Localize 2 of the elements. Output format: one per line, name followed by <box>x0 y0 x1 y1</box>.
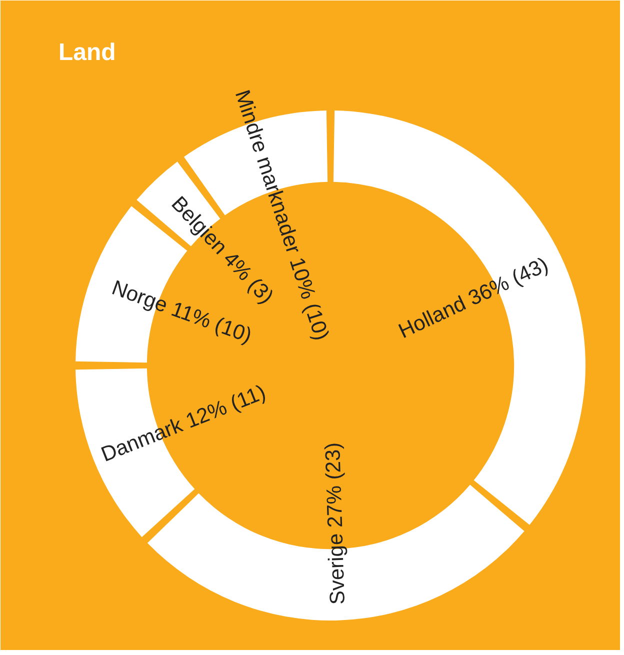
slice-label: Sverige 27% (23) <box>321 442 350 605</box>
chart-title: Land <box>58 39 116 66</box>
